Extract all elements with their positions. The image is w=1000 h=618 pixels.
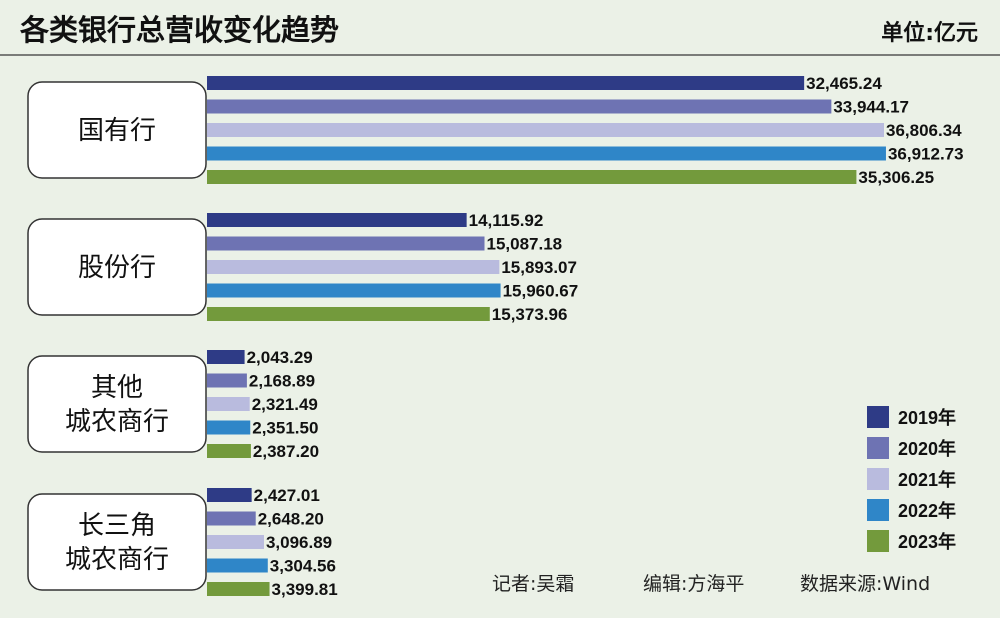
data-label: 2,321.49: [252, 395, 318, 414]
data-label: 36,912.73: [888, 145, 964, 164]
data-label: 35,306.25: [858, 168, 934, 187]
data-label: 33,944.17: [833, 98, 909, 117]
data-label: 3,399.81: [272, 580, 338, 599]
data-label: 36,806.34: [886, 121, 962, 140]
unit-label: 单位:亿元: [881, 20, 978, 46]
legend-swatch: [867, 406, 889, 428]
bar: [207, 488, 252, 502]
bar: [207, 283, 501, 298]
category-label: 国有行: [78, 116, 156, 146]
data-label: 15,893.07: [501, 258, 577, 277]
category-box: [27, 355, 207, 453]
bar: [207, 511, 256, 526]
data-label: 2,648.20: [258, 510, 324, 529]
bar: [207, 236, 485, 251]
legend-label: 2022年: [898, 500, 956, 521]
legend-label: 2023年: [898, 531, 956, 552]
data-label: 2,168.89: [249, 372, 315, 391]
category-label: 股份行: [78, 253, 156, 283]
reporter-credit: 记者:吴霜: [492, 573, 574, 595]
legend-swatch: [867, 468, 889, 490]
bar: [207, 558, 268, 573]
source-credit: 数据来源:Wind: [800, 573, 930, 595]
data-label: 15,960.67: [503, 282, 579, 301]
data-label: 15,373.96: [492, 305, 568, 324]
bar: [207, 76, 805, 90]
category-box: [27, 81, 207, 179]
legend-swatch: [867, 437, 889, 459]
data-label: 2,351.50: [252, 419, 318, 438]
chart-title: 各类银行总营收变化趋势: [19, 13, 339, 47]
category-label: 其他: [91, 373, 143, 403]
data-label: 2,427.01: [254, 486, 320, 505]
bar: [207, 123, 884, 137]
bar: [207, 307, 490, 321]
category-label: 城农商行: [65, 407, 169, 437]
legend-label: 2020年: [898, 438, 956, 459]
data-label: 14,115.92: [469, 211, 544, 230]
bar: [207, 444, 251, 458]
category-label: 城农商行: [65, 545, 169, 575]
category-box: [27, 493, 207, 591]
bars-group: [207, 76, 886, 596]
category-box: [27, 218, 207, 316]
value-labels: 32,465.24 33,944.17 36,806.34 36,912.73 35,3…: [247, 74, 964, 599]
data-label: 2,043.29: [247, 348, 313, 367]
editor-credit: 编辑:方海平: [643, 573, 744, 595]
bar: [207, 373, 247, 388]
legend: 2019年 2020年 2021年 2022年 2023年: [867, 406, 956, 552]
category-label: 长三角: [78, 511, 156, 541]
legend-label: 2021年: [898, 469, 956, 490]
legend-swatch: [867, 530, 889, 552]
bar: [207, 350, 245, 364]
bar: [207, 170, 857, 184]
credits: 记者:吴霜 编辑:方海平 数据来源:Wind: [492, 573, 930, 595]
bar: [207, 420, 251, 435]
bar: [207, 146, 886, 161]
data-label: 3,096.89: [266, 533, 332, 552]
legend-label: 2019年: [898, 407, 956, 428]
legend-swatch: [867, 499, 889, 521]
data-label: 3,304.56: [270, 557, 336, 576]
bar: [207, 260, 500, 274]
bar: [207, 535, 264, 549]
data-label: 15,087.18: [487, 235, 563, 254]
data-label: 32,465.24: [806, 74, 882, 93]
bar: [207, 99, 832, 114]
bar: [207, 213, 467, 227]
bar: [207, 397, 250, 411]
bar: [207, 582, 270, 596]
data-label: 2,387.20: [253, 442, 319, 461]
